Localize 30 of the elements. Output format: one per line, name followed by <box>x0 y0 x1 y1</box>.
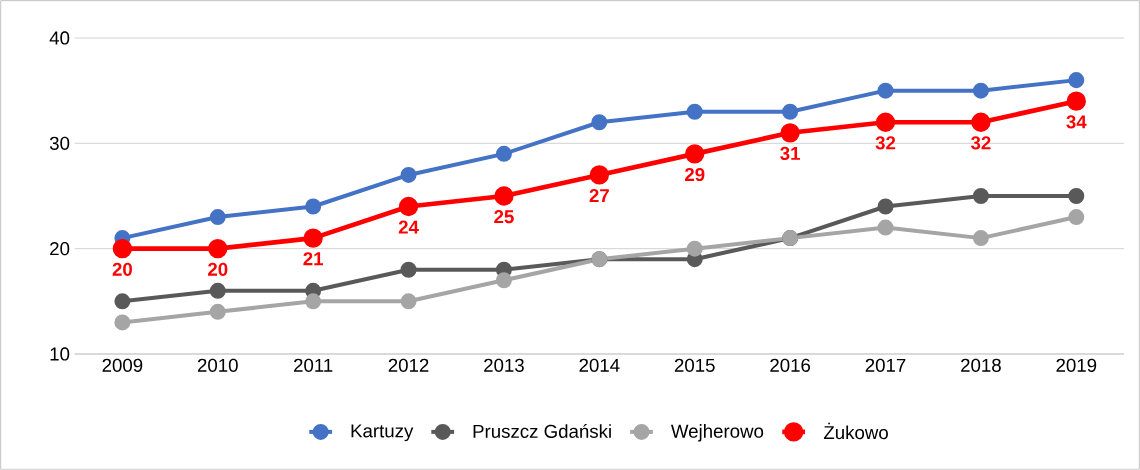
x-tick-label: 2010 <box>197 358 238 372</box>
x-tick-label: 2014 <box>579 358 620 372</box>
x-tick-label: 2009 <box>102 358 143 372</box>
data-label: 20 <box>112 262 132 276</box>
x-tick-label: 2013 <box>484 358 524 372</box>
x-tick-label: 2015 <box>674 358 715 372</box>
y-tick-label: 20 <box>50 242 70 256</box>
x-tick-label: 2017 <box>865 358 906 372</box>
x-tick-label: 2018 <box>961 358 1001 372</box>
legend-label: Pruszcz Gdański <box>473 424 611 438</box>
data-label: 25 <box>494 210 514 224</box>
data-label: 31 <box>780 146 800 161</box>
legend-label: Wejherowo <box>670 424 764 442</box>
x-tick-label: 2011 <box>294 358 333 372</box>
data-label: 21 <box>303 252 324 266</box>
y-tick-label: 30 <box>49 136 70 150</box>
data-label: 34 <box>1066 115 1087 129</box>
legend-label: Żukowo <box>823 422 888 440</box>
y-tick-label: 10 <box>50 347 70 361</box>
x-tick-label: 2016 <box>770 358 811 372</box>
data-label: 24 <box>398 220 419 234</box>
data-label: 32 <box>970 136 991 150</box>
x-tick-label: 2019 <box>1056 358 1097 372</box>
data-label: 32 <box>875 136 896 150</box>
data-label: 27 <box>589 188 609 202</box>
y-tick-label: 40 <box>49 31 70 45</box>
data-label: 20 <box>208 262 228 276</box>
data-label: 29 <box>685 167 705 182</box>
x-tick-label: 2012 <box>388 358 429 372</box>
legend-label: Kartuzy <box>351 424 414 442</box>
